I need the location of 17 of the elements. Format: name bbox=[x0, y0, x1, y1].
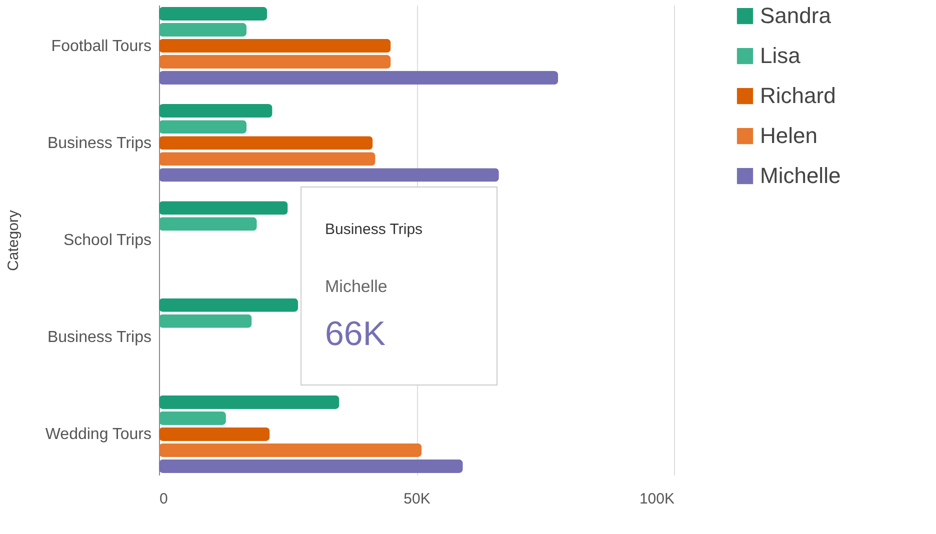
legend-label: Helen bbox=[760, 123, 818, 148]
annotation: Michelle bbox=[325, 277, 388, 296]
legend-label: Michelle bbox=[760, 163, 841, 188]
y-axis-title: Category bbox=[5, 210, 22, 271]
y-tick-label: Wedding Tours bbox=[45, 426, 152, 444]
legend-label: Sandra bbox=[760, 3, 832, 28]
y-tick-label: School Trips bbox=[63, 232, 152, 249]
y-tick-label: Football Tours bbox=[51, 38, 152, 55]
x-tick-label: 50K bbox=[404, 490, 430, 508]
annotation: Business Trips bbox=[325, 221, 423, 238]
x-tick-label: 100K bbox=[639, 490, 674, 508]
annotation: 66K bbox=[325, 315, 386, 353]
x-tick-label: 0 bbox=[160, 490, 168, 508]
legend-label: Richard bbox=[760, 83, 836, 108]
y-tick-label: Business Trips bbox=[47, 134, 152, 152]
legend-label: Lisa bbox=[760, 43, 802, 68]
y-tick-label: Business Trips bbox=[47, 329, 152, 346]
